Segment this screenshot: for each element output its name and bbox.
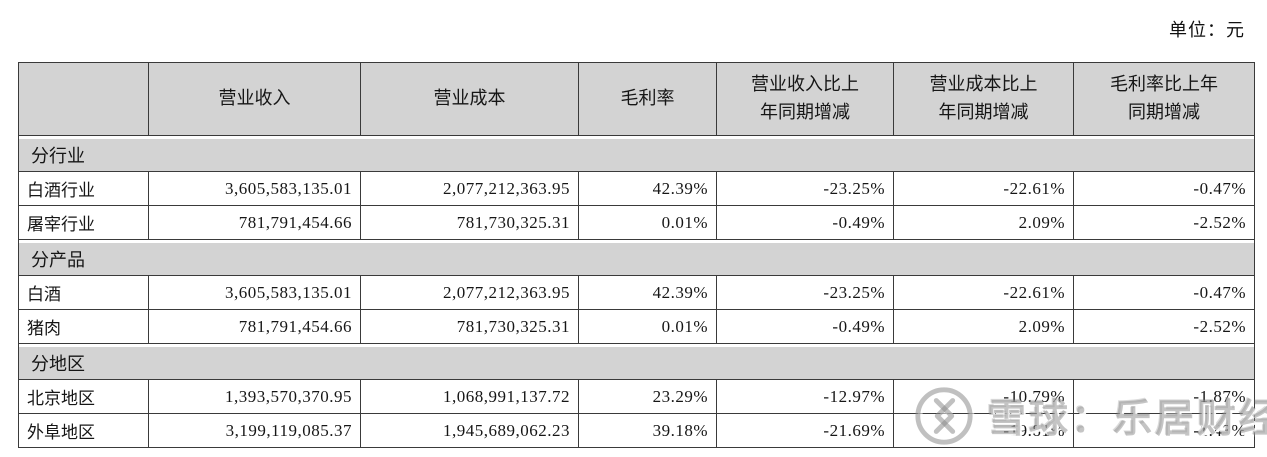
header-cell-cost-yoy: 营业成本比上 年同期增减 xyxy=(893,62,1074,136)
section-title: 分地区 xyxy=(18,347,1255,380)
cell-margin-yoy: -2.52% xyxy=(1073,205,1255,240)
header-cell-gross-margin: 毛利率 xyxy=(578,62,717,136)
section-gap xyxy=(18,343,1255,347)
cell-gross-margin: 42.39% xyxy=(578,275,717,310)
cell-revenue-yoy: -21.69% xyxy=(716,413,894,448)
header-cell-revenue: 营业收入 xyxy=(148,62,361,136)
row-label: 北京地区 xyxy=(18,379,149,414)
table-row: 外阜地区 3,199,119,085.37 1,945,689,062.23 3… xyxy=(18,413,1255,448)
cell-cost-yoy: -10.79% xyxy=(893,379,1074,414)
cell-revenue: 781,791,454.66 xyxy=(148,205,361,240)
row-label: 白酒 xyxy=(18,275,149,310)
table-row: 屠宰行业 781,791,454.66 781,730,325.31 0.01%… xyxy=(18,205,1255,240)
section-title: 分行业 xyxy=(18,139,1255,172)
financial-table: 营业收入 营业成本 毛利率 营业收入比上 年同期增减 营业成本比上 年同期增减 毛利… xyxy=(18,62,1255,448)
row-label: 屠宰行业 xyxy=(18,205,149,240)
cell-cost: 781,730,325.31 xyxy=(360,309,579,344)
cell-revenue: 3,605,583,135.01 xyxy=(148,171,361,206)
unit-label: 单位：元 xyxy=(1169,20,1245,40)
cell-cost-yoy: 2.09% xyxy=(893,309,1074,344)
cell-cost-yoy: 2.09% xyxy=(893,205,1074,240)
section-gap xyxy=(18,239,1255,243)
table-row: 北京地区 1,393,570,370.95 1,068,991,137.72 2… xyxy=(18,379,1255,414)
cell-margin-yoy: -1.87% xyxy=(1073,379,1255,414)
table-row: 白酒行业 3,605,583,135.01 2,077,212,363.95 4… xyxy=(18,171,1255,206)
header-cell-cost: 营业成本 xyxy=(360,62,579,136)
row-label: 猪肉 xyxy=(18,309,149,344)
cell-revenue: 3,199,119,085.37 xyxy=(148,413,361,448)
cell-gross-margin: 39.18% xyxy=(578,413,717,448)
cell-revenue: 781,791,454.66 xyxy=(148,309,361,344)
row-label: 外阜地区 xyxy=(18,413,149,448)
header-cell-margin-yoy: 毛利率比上年 同期增减 xyxy=(1073,62,1255,136)
cell-revenue-yoy: -23.25% xyxy=(716,275,894,310)
cell-gross-margin: 0.01% xyxy=(578,309,717,344)
section-gap xyxy=(18,135,1255,139)
cell-revenue: 3,605,583,135.01 xyxy=(148,275,361,310)
header-cell-revenue-yoy: 营业收入比上 年同期增减 xyxy=(716,62,894,136)
cell-revenue-yoy: -0.49% xyxy=(716,309,894,344)
cell-cost: 2,077,212,363.95 xyxy=(360,275,579,310)
cell-gross-margin: 42.39% xyxy=(578,171,717,206)
cell-cost-yoy: -19.81% xyxy=(893,413,1074,448)
cell-cost: 1,945,689,062.23 xyxy=(360,413,579,448)
table-row: 猪肉 781,791,454.66 781,730,325.31 0.01% -… xyxy=(18,309,1255,344)
cell-margin-yoy: -0.47% xyxy=(1073,275,1255,310)
row-label: 白酒行业 xyxy=(18,171,149,206)
section-row-by-region: 分地区 xyxy=(18,347,1255,380)
cell-cost: 781,730,325.31 xyxy=(360,205,579,240)
cell-revenue-yoy: -12.97% xyxy=(716,379,894,414)
cell-gross-margin: 0.01% xyxy=(578,205,717,240)
cell-cost-yoy: -22.61% xyxy=(893,171,1074,206)
section-row-by-product: 分产品 xyxy=(18,243,1255,276)
cell-revenue-yoy: -23.25% xyxy=(716,171,894,206)
cell-margin-yoy: -2.52% xyxy=(1073,309,1255,344)
cell-revenue-yoy: -0.49% xyxy=(716,205,894,240)
section-title: 分产品 xyxy=(18,243,1255,276)
cell-margin-yoy: -0.47% xyxy=(1073,171,1255,206)
cell-cost: 2,077,212,363.95 xyxy=(360,171,579,206)
cell-gross-margin: 23.29% xyxy=(578,379,717,414)
cell-cost-yoy: -22.61% xyxy=(893,275,1074,310)
header-cell-blank xyxy=(18,62,149,136)
table-row: 白酒 3,605,583,135.01 2,077,212,363.95 42.… xyxy=(18,275,1255,310)
table-header-row: 营业收入 营业成本 毛利率 营业收入比上 年同期增减 营业成本比上 年同期增减 毛利… xyxy=(18,62,1255,136)
cell-cost: 1,068,991,137.72 xyxy=(360,379,579,414)
section-row-by-industry: 分行业 xyxy=(18,139,1255,172)
cell-margin-yoy: -1.43% xyxy=(1073,413,1255,448)
cell-revenue: 1,393,570,370.95 xyxy=(148,379,361,414)
